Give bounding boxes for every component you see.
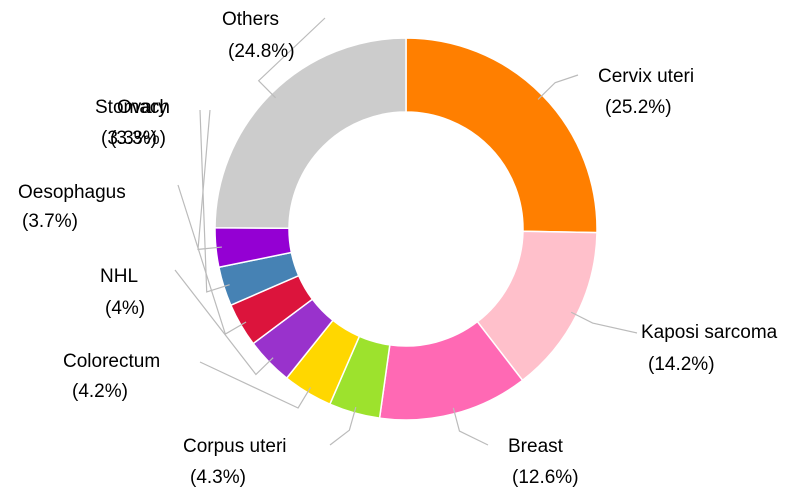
slice-label: Oesophagus <box>18 182 126 203</box>
slice-label: Cervix uteri <box>598 66 694 87</box>
slice-label: Stomach <box>95 97 170 118</box>
slice-label: Others <box>222 9 279 30</box>
slice <box>214 37 407 230</box>
slice-label: Ovary <box>117 97 168 118</box>
slice-value-label: (25.2%) <box>605 97 672 118</box>
leader-line <box>537 74 579 100</box>
slice-value-label: (4%) <box>105 298 145 319</box>
leader-line <box>452 407 489 446</box>
slice-label: Kaposi sarcoma <box>641 322 778 343</box>
leader-line <box>329 406 357 446</box>
leader-line <box>197 109 222 251</box>
slice-value-label: (14.2%) <box>648 354 715 375</box>
leader-line <box>174 269 274 376</box>
slice <box>405 37 598 234</box>
slice-value-label: (24.8%) <box>228 41 295 62</box>
slice-value-label: (3.3%) <box>110 128 166 149</box>
slice-value-label: (3.7%) <box>22 211 78 232</box>
leader-line <box>570 311 638 334</box>
slice-label: Breast <box>508 436 564 457</box>
leader-line <box>257 17 326 99</box>
slice-value-label: (4.3%) <box>190 467 246 488</box>
slice-label: Colorectum <box>63 351 160 372</box>
leader-line <box>177 184 247 335</box>
slice-label: Corpus uteri <box>183 436 287 457</box>
leader-line <box>199 361 311 409</box>
leader-line <box>199 109 230 293</box>
slice-value-label: (3.3%) <box>101 128 157 149</box>
slice-value-label: (12.6%) <box>512 467 579 488</box>
slice-label: NHL <box>100 266 138 287</box>
slice-value-label: (4.2%) <box>72 381 128 402</box>
